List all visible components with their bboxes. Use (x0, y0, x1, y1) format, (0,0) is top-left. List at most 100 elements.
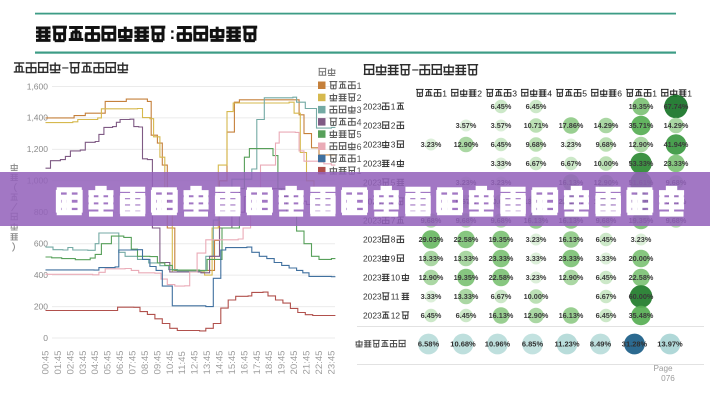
svg-text:10.71%: 10.71% (524, 121, 549, 130)
svg-text:13.33%: 13.33% (454, 254, 479, 263)
svg-text:2023: 2023 (363, 254, 382, 264)
svg-text:10.00%: 10.00% (524, 292, 549, 301)
svg-text:3.33%: 3.33% (491, 159, 512, 168)
svg-text:5: 5 (582, 88, 587, 98)
svg-text:2: 2 (477, 88, 482, 98)
svg-text:13:45: 13:45 (202, 350, 213, 374)
svg-text:6.45%: 6.45% (421, 311, 442, 320)
svg-text:2023: 2023 (363, 292, 382, 302)
svg-text:07:45: 07:45 (128, 350, 139, 374)
svg-text:10.00%: 10.00% (594, 159, 619, 168)
svg-text:8.49%: 8.49% (590, 340, 612, 349)
svg-text:17:45: 17:45 (252, 350, 263, 374)
svg-text:12.90%: 12.90% (559, 273, 584, 282)
svg-text:1: 1 (652, 88, 657, 98)
svg-text:14:45: 14:45 (215, 350, 226, 374)
svg-text:6: 6 (357, 142, 362, 152)
svg-text:9.68%: 9.68% (596, 140, 617, 149)
svg-text:11.23%: 11.23% (554, 340, 579, 349)
svg-text:03:45: 03:45 (78, 350, 89, 374)
svg-text:3.23%: 3.23% (561, 140, 582, 149)
svg-text:6.45%: 6.45% (596, 311, 617, 320)
svg-text:14.29%: 14.29% (594, 121, 619, 130)
svg-text:2023: 2023 (363, 273, 382, 283)
svg-text:13.97%: 13.97% (657, 340, 683, 349)
svg-text:3.23%: 3.23% (526, 273, 547, 282)
svg-text:05:45: 05:45 (103, 350, 114, 374)
svg-text:21:45: 21:45 (302, 350, 313, 374)
svg-text:9.68%: 9.68% (526, 140, 547, 149)
svg-text:17.86%: 17.86% (559, 121, 584, 130)
svg-text:53.33%: 53.33% (629, 159, 654, 168)
svg-text:600: 600 (34, 239, 48, 249)
svg-text:1: 1 (357, 166, 362, 176)
svg-text:29.03%: 29.03% (419, 235, 444, 244)
svg-text:3.33%: 3.33% (596, 254, 617, 263)
svg-text:3.33%: 3.33% (526, 254, 547, 263)
svg-text:1,200: 1,200 (27, 144, 49, 154)
svg-text:6.45%: 6.45% (491, 140, 512, 149)
svg-text:09:45: 09:45 (152, 350, 163, 374)
svg-text:02:45: 02:45 (65, 350, 76, 374)
svg-text:4: 4 (357, 117, 362, 127)
svg-text:2: 2 (357, 93, 362, 103)
svg-text:5: 5 (357, 130, 362, 140)
svg-text:12.90%: 12.90% (629, 140, 654, 149)
svg-text:41.94%: 41.94% (664, 140, 689, 149)
svg-text:16.13%: 16.13% (489, 311, 514, 320)
svg-text:6.85%: 6.85% (522, 340, 544, 349)
svg-text:12:45: 12:45 (190, 350, 201, 374)
svg-text:3.33%: 3.33% (421, 292, 442, 301)
svg-text:2023: 2023 (363, 102, 382, 112)
svg-text:400: 400 (34, 270, 48, 280)
svg-text:2023: 2023 (363, 311, 382, 321)
svg-text:3.57%: 3.57% (456, 121, 477, 130)
svg-text:3.23%: 3.23% (421, 140, 442, 149)
svg-text:12.90%: 12.90% (524, 311, 549, 320)
svg-text:01:45: 01:45 (53, 350, 64, 374)
svg-text:19.35%: 19.35% (489, 235, 514, 244)
svg-text:16.13%: 16.13% (559, 311, 584, 320)
svg-text:3.23%: 3.23% (631, 235, 652, 244)
svg-text:6.45%: 6.45% (456, 311, 477, 320)
svg-text:3: 3 (512, 88, 517, 98)
svg-text:22.58%: 22.58% (629, 273, 654, 282)
svg-text:23.33%: 23.33% (559, 254, 584, 263)
svg-text:22.58%: 22.58% (454, 235, 479, 244)
svg-text:18:45: 18:45 (264, 350, 275, 374)
svg-text:2: 2 (391, 121, 396, 131)
svg-text:3: 3 (391, 140, 396, 150)
svg-text:6.67%: 6.67% (596, 292, 617, 301)
svg-text:12: 12 (391, 311, 401, 321)
svg-text:35.71%: 35.71% (629, 121, 654, 130)
svg-text:6.67%: 6.67% (561, 159, 582, 168)
svg-text:3.23%: 3.23% (526, 235, 547, 244)
svg-text:12.90%: 12.90% (454, 140, 479, 149)
svg-text:19.35%: 19.35% (454, 273, 479, 282)
svg-text:20.00%: 20.00% (629, 254, 654, 263)
svg-text:00:45: 00:45 (41, 350, 52, 374)
svg-text:1,600: 1,600 (27, 81, 49, 91)
svg-text:04:45: 04:45 (90, 350, 101, 374)
svg-text:0: 0 (43, 333, 48, 343)
svg-text:10:45: 10:45 (165, 350, 176, 374)
svg-text:10.96%: 10.96% (485, 340, 511, 349)
svg-text:23:45: 23:45 (326, 350, 337, 374)
svg-text:8: 8 (391, 235, 396, 245)
svg-text:1: 1 (391, 102, 396, 112)
svg-text:10.68%: 10.68% (450, 340, 476, 349)
svg-text:13.33%: 13.33% (419, 254, 444, 263)
svg-text:16.13%: 16.13% (559, 235, 584, 244)
svg-text:60.00%: 60.00% (629, 292, 654, 301)
svg-text:2023: 2023 (363, 159, 382, 169)
svg-text:6.45%: 6.45% (526, 102, 547, 111)
svg-text:10: 10 (391, 273, 401, 283)
svg-text:6: 6 (617, 88, 622, 98)
svg-text:3: 3 (357, 105, 362, 115)
svg-text:076: 076 (661, 374, 675, 383)
svg-text:2023: 2023 (363, 140, 382, 150)
svg-text:Page: Page (653, 364, 673, 373)
svg-text:6.45%: 6.45% (596, 273, 617, 282)
svg-text:9: 9 (391, 254, 396, 264)
svg-text:6.58%: 6.58% (418, 340, 440, 349)
